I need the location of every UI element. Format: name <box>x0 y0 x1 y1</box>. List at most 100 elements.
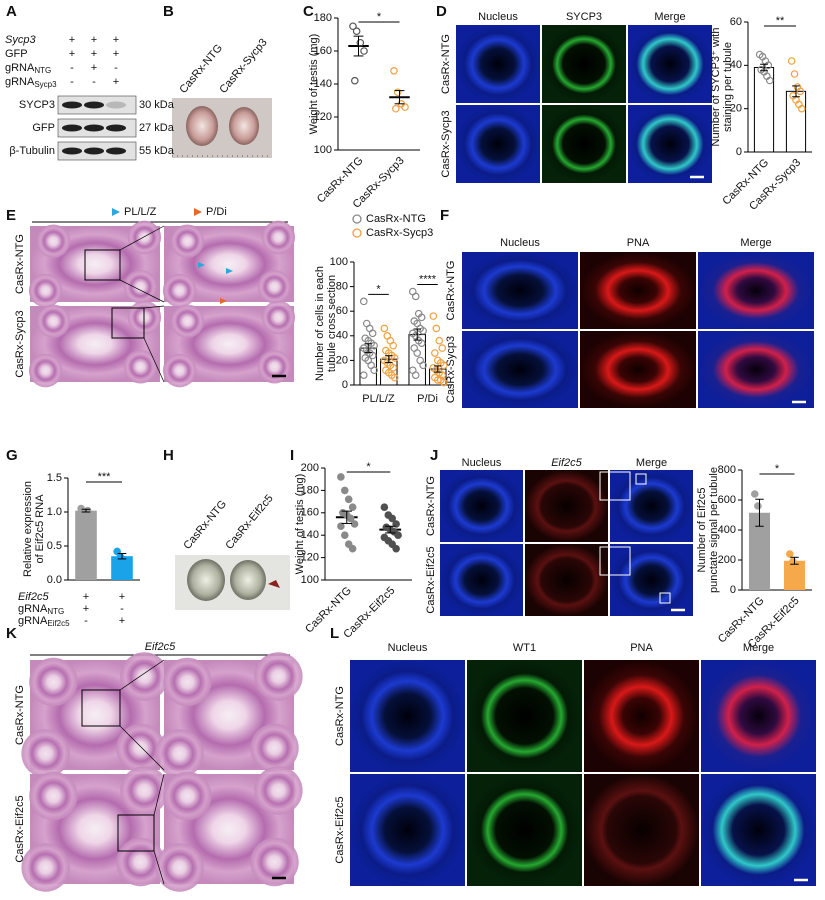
tubule <box>36 224 71 258</box>
panel-label: A <box>6 3 17 20</box>
inset-box <box>599 471 631 501</box>
blot-size: 30 kDa <box>139 99 175 111</box>
y-axis-label: punctate signal per tubule <box>708 467 720 593</box>
row-label: gRNASycp3 <box>5 76 57 89</box>
y-tick-label: 160 <box>314 45 332 57</box>
blot-band <box>84 124 104 132</box>
sample-label: CasRx-Sycp3 <box>217 37 269 96</box>
y-tick-label: 400 <box>718 524 736 536</box>
legend-marker <box>194 208 202 216</box>
y-tick-label: 140 <box>314 78 332 90</box>
panel-label: B <box>163 3 174 20</box>
micrograph <box>440 470 523 542</box>
micrograph <box>456 25 540 103</box>
micrograph <box>350 660 465 772</box>
data-point <box>370 366 378 375</box>
cell-marker <box>220 298 227 304</box>
micrograph <box>350 774 465 886</box>
micrograph <box>584 774 699 886</box>
tubule <box>123 350 158 384</box>
significance-label: * <box>377 11 382 23</box>
significance-label: ** <box>776 15 785 27</box>
legend-label: CasRx-Sycp3 <box>366 227 433 239</box>
y-tick-label: 100 <box>301 574 319 586</box>
legend-marker <box>112 208 120 216</box>
legend-label: P/Di <box>206 206 227 218</box>
testis <box>187 559 225 601</box>
row-subscript: Eif2c5 <box>47 619 70 628</box>
data-point <box>352 27 361 36</box>
tubule <box>116 837 165 887</box>
row-label: CasRx-NTG <box>440 34 452 94</box>
row-subscript: NTG <box>34 66 51 75</box>
panel-title: Eif2c5 <box>145 641 176 653</box>
y-axis-label: staining per tubule <box>722 42 734 132</box>
data-point <box>401 103 409 111</box>
inset-box <box>117 814 155 852</box>
row-label: Eif2c5 <box>18 591 49 603</box>
data-point <box>432 324 441 333</box>
y-tick-label: 40 <box>730 59 742 71</box>
condition-mark: - <box>114 62 118 74</box>
micrograph <box>610 470 693 542</box>
tubule <box>21 843 70 892</box>
data-point <box>765 76 774 85</box>
row-label: CasRx-NTG <box>334 686 346 746</box>
y-tick-label: 60 <box>730 16 742 28</box>
tubule <box>120 652 169 701</box>
tubule <box>163 771 212 821</box>
inset-box <box>599 546 631 576</box>
data-point <box>337 473 345 481</box>
y-tick-label: 1.0 <box>47 506 62 518</box>
y-tick-label: 100 <box>330 256 348 268</box>
testis <box>186 106 218 146</box>
cell-marker <box>198 262 205 268</box>
data-point <box>348 544 357 553</box>
data-point <box>368 329 377 338</box>
data-point <box>754 502 762 510</box>
zoom-line <box>119 725 165 771</box>
sample-label: CasRx-Eif2c5 <box>223 493 275 552</box>
y-tick-label: 800 <box>718 464 736 476</box>
data-point <box>438 344 447 352</box>
row-label: Sycp3 <box>5 34 36 46</box>
micrograph <box>462 331 578 408</box>
data-point <box>392 544 400 553</box>
panel-label: D <box>436 3 447 20</box>
zoom-line <box>153 773 165 816</box>
data-point <box>785 550 794 558</box>
condition-mark: + <box>83 603 89 615</box>
y-tick-label: 200 <box>301 462 319 474</box>
row-subscript: Sycp3 <box>34 80 57 89</box>
inset-box <box>635 473 647 485</box>
data-point <box>439 361 448 370</box>
row-subscript: NTG <box>47 607 64 616</box>
data-point <box>340 531 349 540</box>
condition-mark: + <box>113 76 119 88</box>
blot-size: 55 kDa <box>139 145 175 157</box>
y-axis-label: of Eif2c5 RNA <box>34 494 46 564</box>
data-point <box>394 531 402 540</box>
y-tick-label: 120 <box>301 552 319 564</box>
data-point <box>411 292 420 301</box>
tubule <box>261 220 296 255</box>
tubule <box>162 353 197 388</box>
micrograph <box>628 105 712 183</box>
condition-mark: + <box>69 48 75 60</box>
data-point <box>390 67 398 75</box>
data-point <box>370 341 378 350</box>
data-point <box>360 47 368 55</box>
y-tick-label: 180 <box>314 12 332 24</box>
column-header: Nucleus <box>478 11 518 23</box>
condition-mark: - <box>120 603 124 615</box>
condition-mark: + <box>113 34 119 46</box>
data-point <box>359 371 368 379</box>
panel-label: G <box>6 447 18 464</box>
data-point <box>797 104 806 113</box>
panel-label: E <box>6 207 16 224</box>
tubule <box>257 350 292 384</box>
row-label: CasRx-Sycp3 <box>445 336 457 403</box>
micrograph <box>698 252 814 329</box>
tubule <box>36 304 71 338</box>
column-header: Merge <box>654 11 685 23</box>
